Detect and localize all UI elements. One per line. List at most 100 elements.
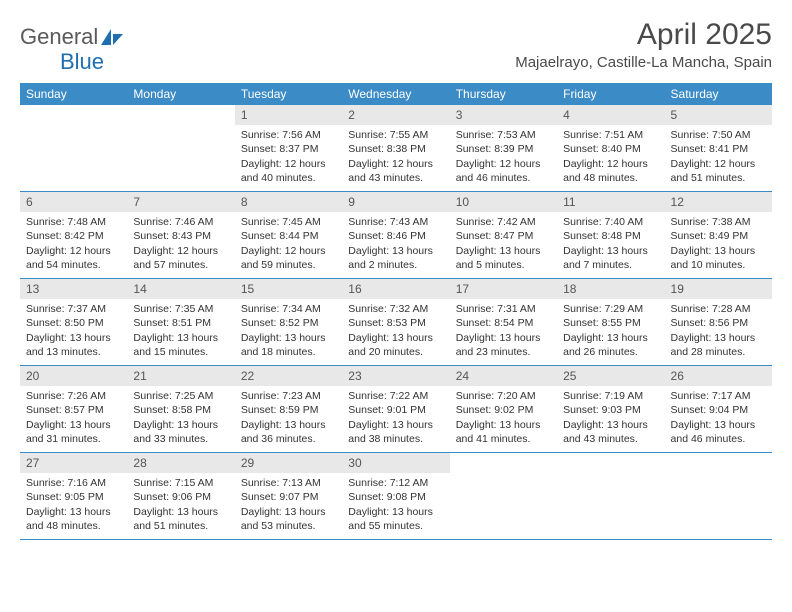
weekday-header: Saturday [665, 83, 772, 105]
day-cell [20, 105, 127, 191]
week-row: 27Sunrise: 7:16 AMSunset: 9:05 PMDayligh… [20, 453, 772, 540]
daylight-text: Daylight: 13 hours and 53 minutes. [241, 505, 336, 533]
daylight-text: Daylight: 13 hours and 20 minutes. [348, 331, 443, 359]
daylight-text: Daylight: 12 hours and 57 minutes. [133, 244, 228, 272]
day-number: 4 [557, 105, 664, 125]
sunset-text: Sunset: 9:06 PM [133, 490, 228, 504]
day-body: Sunrise: 7:35 AMSunset: 8:51 PMDaylight:… [127, 299, 234, 363]
sunrise-text: Sunrise: 7:42 AM [456, 215, 551, 229]
day-body: Sunrise: 7:56 AMSunset: 8:37 PMDaylight:… [235, 125, 342, 189]
logo: General [20, 24, 126, 50]
day-cell: 4Sunrise: 7:51 AMSunset: 8:40 PMDaylight… [557, 105, 664, 191]
sail-icon [100, 28, 124, 46]
day-cell: 14Sunrise: 7:35 AMSunset: 8:51 PMDayligh… [127, 279, 234, 365]
day-body: Sunrise: 7:45 AMSunset: 8:44 PMDaylight:… [235, 212, 342, 276]
day-number: 23 [342, 366, 449, 386]
day-cell: 15Sunrise: 7:34 AMSunset: 8:52 PMDayligh… [235, 279, 342, 365]
daylight-text: Daylight: 13 hours and 7 minutes. [563, 244, 658, 272]
day-cell: 17Sunrise: 7:31 AMSunset: 8:54 PMDayligh… [450, 279, 557, 365]
day-cell: 27Sunrise: 7:16 AMSunset: 9:05 PMDayligh… [20, 453, 127, 539]
day-body: Sunrise: 7:55 AMSunset: 8:38 PMDaylight:… [342, 125, 449, 189]
location-label: Majaelrayo, Castille-La Mancha, Spain [515, 54, 772, 71]
sunrise-text: Sunrise: 7:20 AM [456, 389, 551, 403]
daylight-text: Daylight: 13 hours and 46 minutes. [671, 418, 766, 446]
week-row: 1Sunrise: 7:56 AMSunset: 8:37 PMDaylight… [20, 105, 772, 192]
day-body: Sunrise: 7:50 AMSunset: 8:41 PMDaylight:… [665, 125, 772, 189]
daylight-text: Daylight: 12 hours and 54 minutes. [26, 244, 121, 272]
day-number: 11 [557, 192, 664, 212]
day-number: 30 [342, 453, 449, 473]
sunset-text: Sunset: 8:57 PM [26, 403, 121, 417]
sunset-text: Sunset: 8:38 PM [348, 142, 443, 156]
day-cell: 16Sunrise: 7:32 AMSunset: 8:53 PMDayligh… [342, 279, 449, 365]
day-number: 12 [665, 192, 772, 212]
day-cell: 26Sunrise: 7:17 AMSunset: 9:04 PMDayligh… [665, 366, 772, 452]
weekday-header-row: SundayMondayTuesdayWednesdayThursdayFrid… [20, 83, 772, 105]
daylight-text: Daylight: 13 hours and 38 minutes. [348, 418, 443, 446]
weekday-header: Monday [127, 83, 234, 105]
day-body: Sunrise: 7:26 AMSunset: 8:57 PMDaylight:… [20, 386, 127, 450]
day-body: Sunrise: 7:29 AMSunset: 8:55 PMDaylight:… [557, 299, 664, 363]
day-number: 20 [20, 366, 127, 386]
title-block: April 2025 Majaelrayo, Castille-La Manch… [515, 18, 772, 71]
sunrise-text: Sunrise: 7:43 AM [348, 215, 443, 229]
day-cell: 2Sunrise: 7:55 AMSunset: 8:38 PMDaylight… [342, 105, 449, 191]
sunset-text: Sunset: 8:53 PM [348, 316, 443, 330]
weekday-header: Sunday [20, 83, 127, 105]
sunset-text: Sunset: 8:49 PM [671, 229, 766, 243]
day-number: 8 [235, 192, 342, 212]
day-number: 24 [450, 366, 557, 386]
day-number: 10 [450, 192, 557, 212]
sunset-text: Sunset: 8:41 PM [671, 142, 766, 156]
daylight-text: Daylight: 13 hours and 13 minutes. [26, 331, 121, 359]
daylight-text: Daylight: 13 hours and 51 minutes. [133, 505, 228, 533]
sunrise-text: Sunrise: 7:50 AM [671, 128, 766, 142]
day-cell [127, 105, 234, 191]
sunset-text: Sunset: 8:58 PM [133, 403, 228, 417]
sunset-text: Sunset: 8:54 PM [456, 316, 551, 330]
sunset-text: Sunset: 8:48 PM [563, 229, 658, 243]
sunset-text: Sunset: 8:51 PM [133, 316, 228, 330]
sunset-text: Sunset: 8:42 PM [26, 229, 121, 243]
day-body: Sunrise: 7:38 AMSunset: 8:49 PMDaylight:… [665, 212, 772, 276]
daylight-text: Daylight: 13 hours and 23 minutes. [456, 331, 551, 359]
sunset-text: Sunset: 9:02 PM [456, 403, 551, 417]
day-body: Sunrise: 7:23 AMSunset: 8:59 PMDaylight:… [235, 386, 342, 450]
day-number: 3 [450, 105, 557, 125]
weekday-header: Friday [557, 83, 664, 105]
day-cell: 21Sunrise: 7:25 AMSunset: 8:58 PMDayligh… [127, 366, 234, 452]
daylight-text: Daylight: 13 hours and 43 minutes. [563, 418, 658, 446]
day-cell: 20Sunrise: 7:26 AMSunset: 8:57 PMDayligh… [20, 366, 127, 452]
day-number: 29 [235, 453, 342, 473]
sunrise-text: Sunrise: 7:23 AM [241, 389, 336, 403]
sunset-text: Sunset: 8:52 PM [241, 316, 336, 330]
day-cell [450, 453, 557, 539]
daylight-text: Daylight: 12 hours and 43 minutes. [348, 157, 443, 185]
weeks-container: 1Sunrise: 7:56 AMSunset: 8:37 PMDaylight… [20, 105, 772, 540]
day-body: Sunrise: 7:13 AMSunset: 9:07 PMDaylight:… [235, 473, 342, 537]
day-cell: 1Sunrise: 7:56 AMSunset: 8:37 PMDaylight… [235, 105, 342, 191]
day-body: Sunrise: 7:15 AMSunset: 9:06 PMDaylight:… [127, 473, 234, 537]
day-number: 7 [127, 192, 234, 212]
sunrise-text: Sunrise: 7:19 AM [563, 389, 658, 403]
day-number: 9 [342, 192, 449, 212]
day-number: 6 [20, 192, 127, 212]
sunrise-text: Sunrise: 7:56 AM [241, 128, 336, 142]
sunrise-text: Sunrise: 7:34 AM [241, 302, 336, 316]
sunrise-text: Sunrise: 7:48 AM [26, 215, 121, 229]
day-number: 18 [557, 279, 664, 299]
day-number: 14 [127, 279, 234, 299]
daylight-text: Daylight: 13 hours and 10 minutes. [671, 244, 766, 272]
sunrise-text: Sunrise: 7:31 AM [456, 302, 551, 316]
sunrise-text: Sunrise: 7:28 AM [671, 302, 766, 316]
day-number: 21 [127, 366, 234, 386]
day-cell: 29Sunrise: 7:13 AMSunset: 9:07 PMDayligh… [235, 453, 342, 539]
week-row: 6Sunrise: 7:48 AMSunset: 8:42 PMDaylight… [20, 192, 772, 279]
day-cell: 3Sunrise: 7:53 AMSunset: 8:39 PMDaylight… [450, 105, 557, 191]
sunset-text: Sunset: 8:40 PM [563, 142, 658, 156]
sunrise-text: Sunrise: 7:15 AM [133, 476, 228, 490]
sunrise-text: Sunrise: 7:53 AM [456, 128, 551, 142]
day-cell: 5Sunrise: 7:50 AMSunset: 8:41 PMDaylight… [665, 105, 772, 191]
day-body: Sunrise: 7:17 AMSunset: 9:04 PMDaylight:… [665, 386, 772, 450]
sunset-text: Sunset: 8:50 PM [26, 316, 121, 330]
